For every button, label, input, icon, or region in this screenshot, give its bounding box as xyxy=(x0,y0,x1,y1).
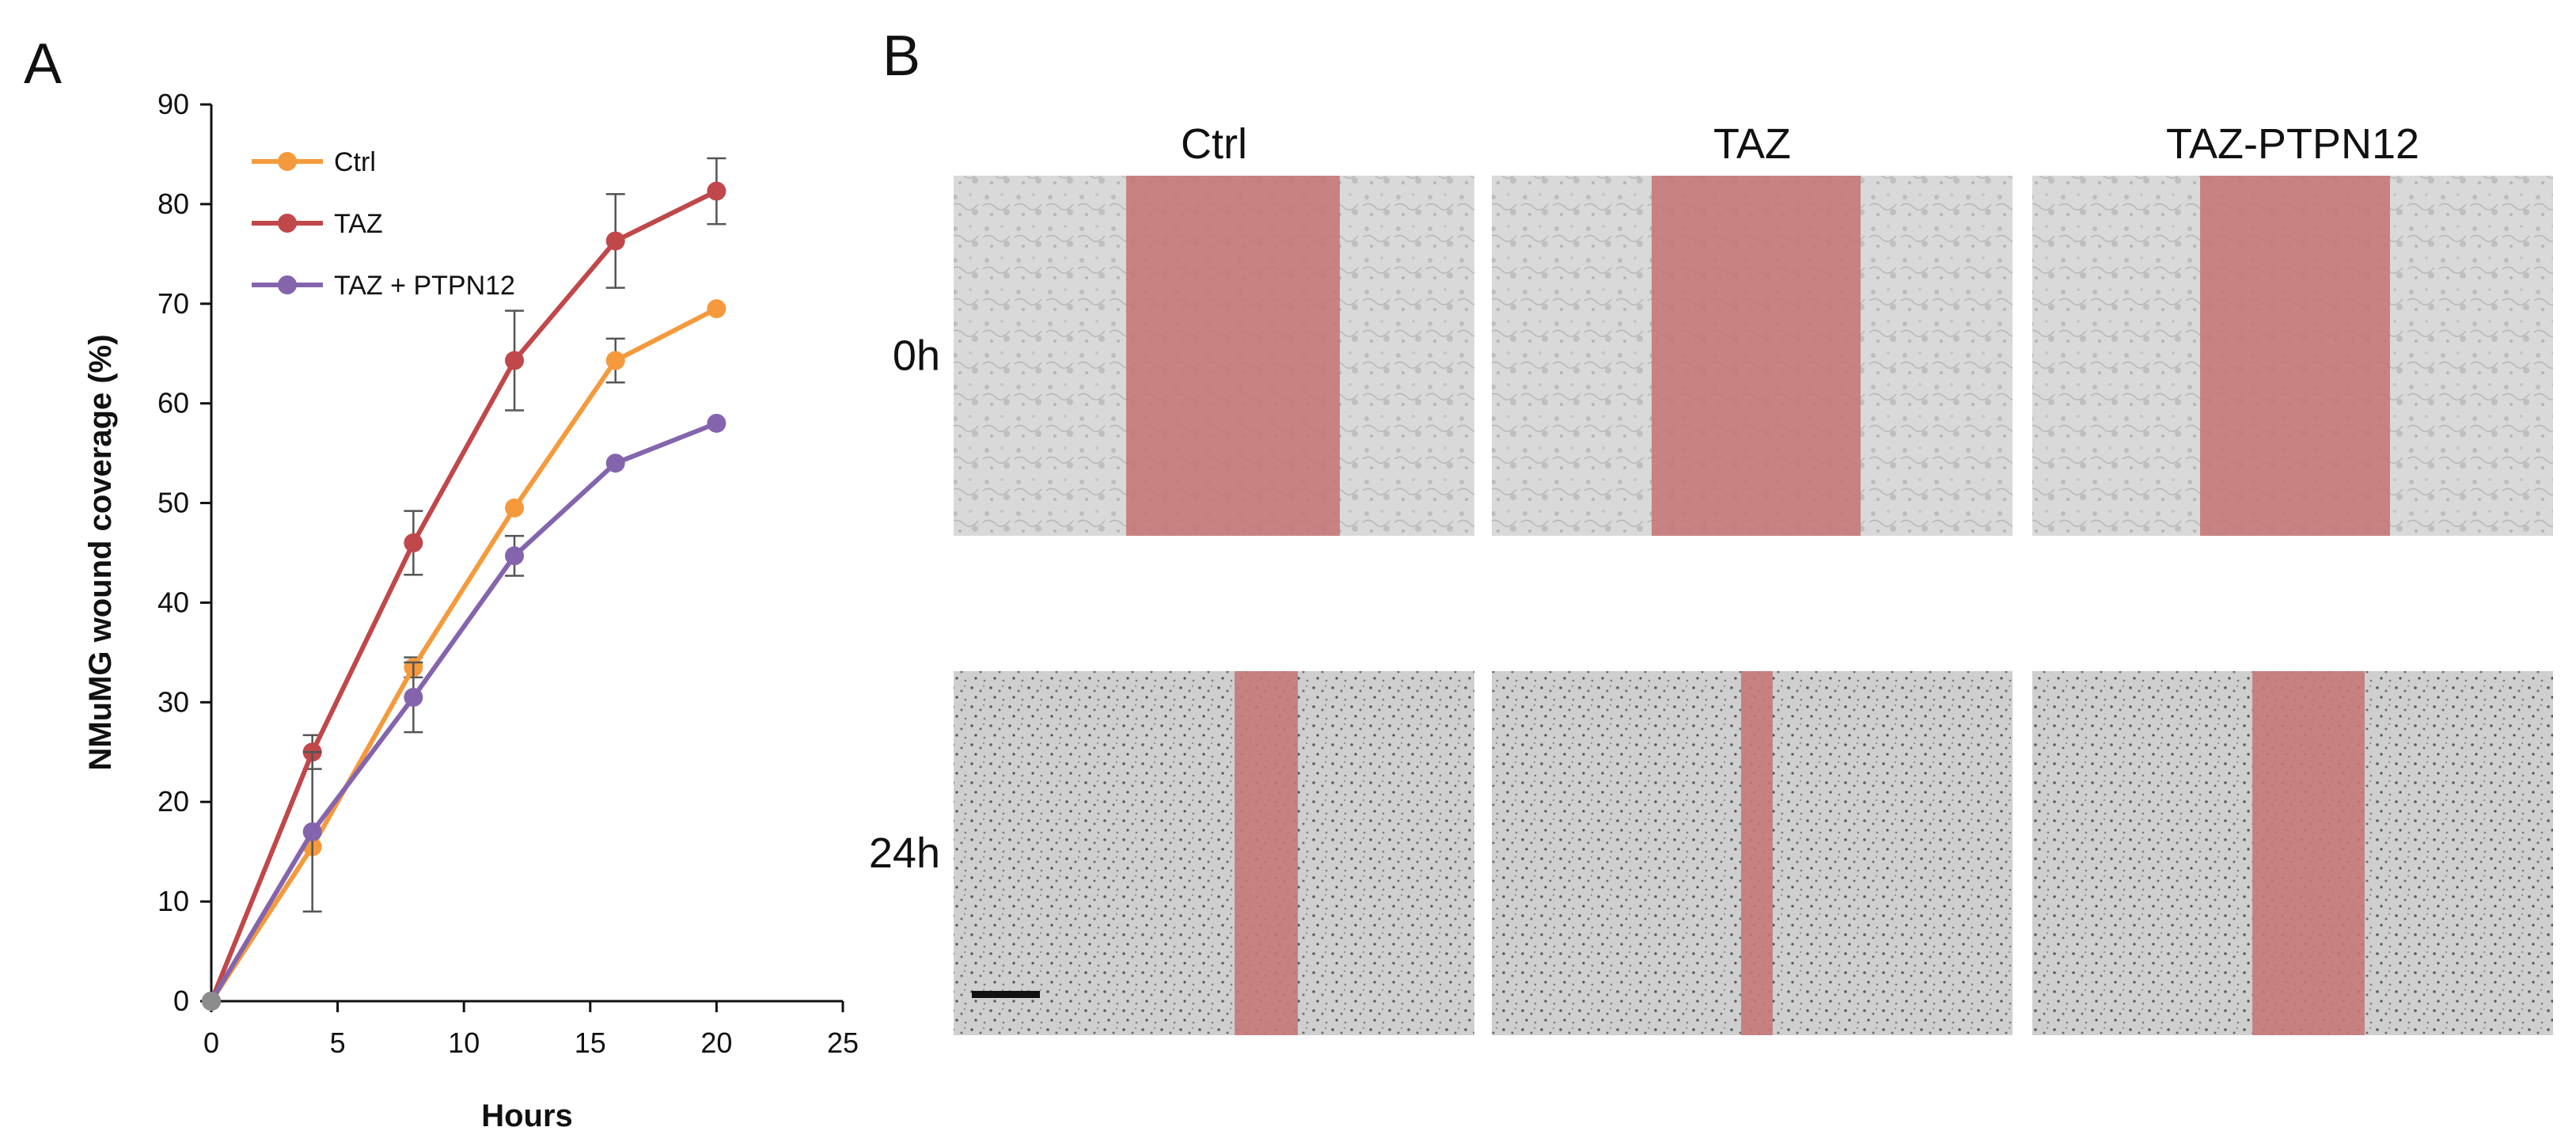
data-point xyxy=(605,453,625,473)
data-point xyxy=(505,498,525,518)
micrograph-image xyxy=(1492,176,2013,536)
wound-area-overlay xyxy=(1652,176,1861,536)
wound-area-overlay xyxy=(1235,671,1298,1035)
series-ctrl xyxy=(202,299,727,1011)
wound-area-overlay xyxy=(2252,671,2365,1035)
series-line xyxy=(209,188,718,1003)
legend-label: Ctrl xyxy=(334,147,376,177)
wound-area-overlay xyxy=(2200,176,2390,536)
series-taz-ptpn12 xyxy=(202,413,727,1011)
column-label: TAZ xyxy=(1713,120,1791,168)
micrograph-image xyxy=(954,176,1474,536)
legend-label: TAZ xyxy=(334,209,383,239)
data-point xyxy=(404,688,423,708)
y-tick-label: 70 xyxy=(157,287,189,320)
y-tick-label: 60 xyxy=(157,387,189,419)
row-label: 0h xyxy=(893,332,940,380)
x-tick-label: 5 xyxy=(330,1026,346,1059)
data-point xyxy=(605,231,625,251)
legend-label: TAZ + PTPN12 xyxy=(334,271,515,301)
y-ticks: 0 10 20 30 40 50 60 70 80 90 xyxy=(157,88,211,1017)
line-chart: 0 10 20 30 40 50 60 70 80 90 0 5 10 15 20 25 Ctrl TAZ TA… xyxy=(83,88,859,1133)
x-tick-label: 0 xyxy=(203,1026,219,1059)
y-tick-label: 90 xyxy=(157,88,189,120)
origin-point xyxy=(202,992,221,1011)
micrograph-image xyxy=(954,671,1474,1035)
y-tick-label: 40 xyxy=(157,586,189,618)
micrograph-grid: Ctrl TAZ TAZ-PTPN12 0h 24h xyxy=(869,120,2553,1035)
scale-bar xyxy=(972,991,1040,998)
x-tick-label: 15 xyxy=(575,1026,606,1059)
series-taz xyxy=(202,157,727,1011)
data-point xyxy=(404,533,423,552)
y-tick-label: 50 xyxy=(157,487,189,519)
row-label: 24h xyxy=(869,829,940,877)
series-layer xyxy=(202,157,727,1011)
micrograph-image xyxy=(1492,671,2013,1035)
data-point xyxy=(505,546,525,566)
y-axis-title: NMuMG wound coverage (%) xyxy=(83,334,118,770)
y-tick-label: 30 xyxy=(157,685,189,718)
column-label: Ctrl xyxy=(1181,120,1247,168)
micrograph-image xyxy=(2032,176,2553,536)
data-point xyxy=(605,351,625,370)
micrograph-background xyxy=(954,671,1474,1035)
legend-swatch-marker xyxy=(278,214,297,233)
series-line xyxy=(209,421,718,1003)
legend-swatch-marker xyxy=(278,275,297,294)
x-tick-label: 10 xyxy=(448,1026,480,1059)
wound-area-overlay xyxy=(1741,671,1773,1035)
data-point xyxy=(707,299,727,319)
data-point xyxy=(302,822,322,841)
x-tick-label: 20 xyxy=(700,1026,732,1059)
data-point xyxy=(707,413,727,433)
y-tick-label: 80 xyxy=(157,188,189,220)
data-point xyxy=(505,351,525,370)
x-axis-title: Hours xyxy=(481,1099,573,1133)
x-tick-label: 25 xyxy=(827,1026,859,1059)
y-tick-label: 0 xyxy=(173,985,189,1017)
panel-letter-a: A xyxy=(24,32,62,96)
y-tick-label: 10 xyxy=(157,885,189,917)
wound-area-overlay xyxy=(1126,176,1340,536)
panel-letter-b: B xyxy=(882,25,920,88)
micrograph-image xyxy=(2032,671,2553,1035)
y-tick-label: 20 xyxy=(157,785,189,818)
legend: Ctrl TAZ TAZ + PTPN12 xyxy=(252,147,515,301)
legend-swatch-marker xyxy=(278,152,297,171)
x-ticks: 0 5 10 15 20 25 xyxy=(203,1001,859,1059)
series-line xyxy=(209,306,718,1003)
column-label: TAZ-PTPN12 xyxy=(2166,120,2419,168)
data-point xyxy=(707,181,727,201)
